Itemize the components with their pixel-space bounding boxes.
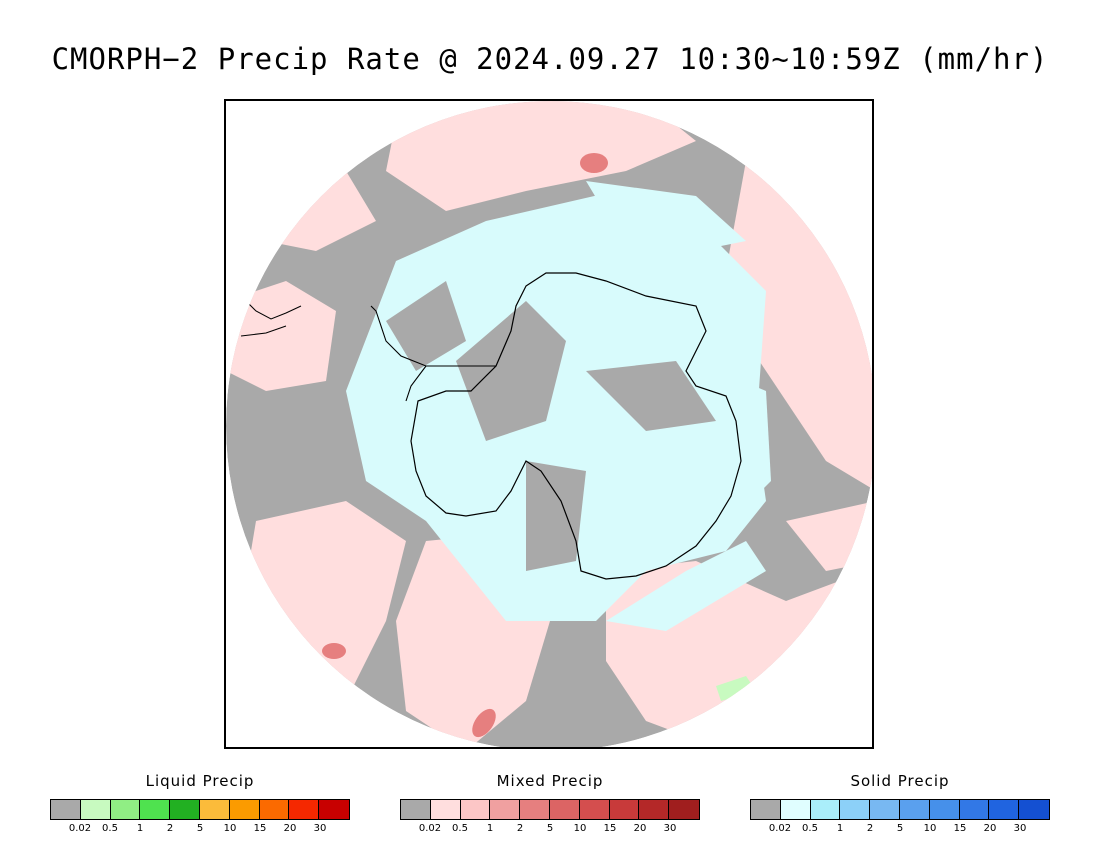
- legend-swatch: [319, 800, 349, 819]
- legend-tick: 5: [196, 823, 204, 834]
- legend-swatch: [140, 800, 171, 819]
- legend-tick: 15: [953, 823, 967, 834]
- legend-swatch: [609, 800, 640, 819]
- legend-tick: 10: [573, 823, 587, 834]
- legend-tick: 15: [253, 823, 267, 834]
- antarctic-peninsula: [370, 305, 496, 402]
- map-title: CMORPH−2 Precip Rate @ 2024.09.27 10:30∼…: [51, 42, 1049, 76]
- legend-swatch: [80, 800, 111, 819]
- legend-tick: 1: [136, 823, 144, 834]
- legend-tick: 30: [313, 823, 327, 834]
- legend-tick: 0.5: [802, 823, 818, 834]
- legend-swatch: [401, 800, 431, 819]
- legend-tick: 0.02: [68, 823, 92, 834]
- legend-tick: 20: [633, 823, 647, 834]
- legend-swatch: [1019, 800, 1049, 819]
- legend-swatch: [259, 800, 290, 819]
- legend-swatch: [229, 800, 260, 819]
- legend-title: Liquid Precip: [145, 772, 255, 790]
- legend-title: Mixed Precip: [496, 772, 604, 790]
- south-america-coastline: [240, 300, 302, 337]
- legend-title: Solid Precip: [850, 772, 950, 790]
- legend-colorbar: [50, 799, 350, 820]
- legend-swatch: [639, 800, 670, 819]
- legend-swatch: [929, 800, 960, 819]
- legend-tick-labels: 0.02 0.5 1 2 5 10 15 20 30: [750, 823, 1050, 837]
- legend-tick: 20: [283, 823, 297, 834]
- legend-swatch: [899, 800, 930, 819]
- legend-swatch: [289, 800, 320, 819]
- legend-swatch: [490, 800, 521, 819]
- legend-swatch: [110, 800, 141, 819]
- legend-colorbar: [750, 799, 1050, 820]
- legend-tick: 0.02: [418, 823, 442, 834]
- legend-colorbar: [400, 799, 700, 820]
- legend-tick: 20: [983, 823, 997, 834]
- legend-tick: 2: [166, 823, 174, 834]
- legend-tick: 10: [223, 823, 237, 834]
- legend-tick-labels: 0.02 0.5 1 2 5 10 15 20 30: [50, 823, 350, 837]
- legend-tick-labels: 0.02 0.5 1 2 5 10 15 20 30: [400, 823, 700, 837]
- legend-tick: 0.5: [102, 823, 118, 834]
- legend-swatch: [430, 800, 461, 819]
- legend-swatch: [520, 800, 550, 819]
- legend-swatch: [460, 800, 491, 819]
- legend-tick: 1: [836, 823, 844, 834]
- legend-swatch: [751, 800, 781, 819]
- legend-tick: 1: [486, 823, 494, 834]
- precip-map: [226, 101, 872, 747]
- no-precip-streaks: [386, 281, 716, 571]
- legend-tick: 2: [866, 823, 874, 834]
- legend-tick: 2: [516, 823, 524, 834]
- legend-tick: 0.02: [768, 823, 792, 834]
- legend-tick: 30: [1013, 823, 1027, 834]
- legend-tick: 30: [663, 823, 677, 834]
- legend-swatch: [669, 800, 699, 819]
- legend-tick: 5: [896, 823, 904, 834]
- legend-swatch: [989, 800, 1020, 819]
- legend-swatch: [199, 800, 230, 819]
- legend-tick: 15: [603, 823, 617, 834]
- heavy-mixed-spots: [322, 153, 608, 738]
- legend-swatch: [549, 800, 580, 819]
- legend-swatch: [870, 800, 900, 819]
- legend-swatch: [579, 800, 610, 819]
- legend-swatch: [51, 800, 81, 819]
- legend-tick: 0.5: [452, 823, 468, 834]
- antarctica-coastline: [410, 272, 742, 580]
- map-frame: [224, 99, 874, 749]
- legend-swatch: [170, 800, 200, 819]
- legend-swatch: [959, 800, 990, 819]
- legend-swatch: [780, 800, 811, 819]
- legend-tick: 5: [546, 823, 554, 834]
- legend-tick: 10: [923, 823, 937, 834]
- legend-swatch: [840, 800, 871, 819]
- legend-swatch: [810, 800, 841, 819]
